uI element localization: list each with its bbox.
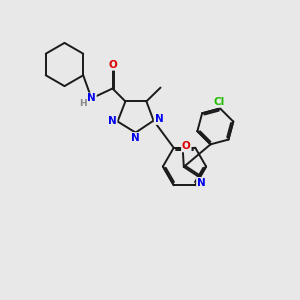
Text: N: N <box>154 114 164 124</box>
Text: Cl: Cl <box>214 97 225 107</box>
Text: N: N <box>87 93 96 103</box>
Text: O: O <box>182 141 191 152</box>
Text: O: O <box>108 60 117 70</box>
Text: H: H <box>79 99 87 108</box>
Text: N: N <box>197 178 206 188</box>
Text: N: N <box>131 133 140 143</box>
Text: N: N <box>108 116 117 127</box>
